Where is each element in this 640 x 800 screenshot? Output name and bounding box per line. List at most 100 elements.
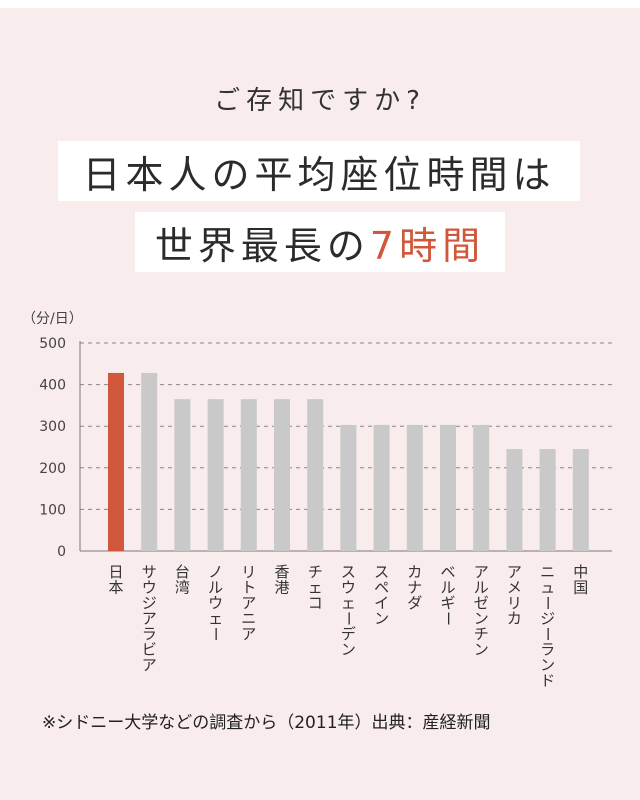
y-unit-label: （分/日） — [22, 311, 83, 327]
x-tick-label: カナダ — [407, 563, 422, 612]
bar — [473, 424, 490, 551]
bar — [440, 424, 456, 551]
x-tick-char: ー — [439, 611, 457, 626]
headline-line-2: 世界最長の 7時間 — [135, 212, 505, 272]
x-tick-char: コ — [308, 594, 323, 612]
x-tick-char: ル — [474, 579, 489, 597]
x-tick-char: ー — [539, 595, 557, 610]
x-tick-char: ラ — [540, 641, 555, 659]
x-tick-char: リ — [507, 594, 522, 612]
y-tick-label: 300 — [39, 419, 66, 435]
bar — [108, 372, 124, 551]
x-tick-char: ー — [339, 611, 357, 626]
x-tick-char: デ — [341, 625, 356, 643]
x-tick-char: ノ — [208, 563, 223, 581]
x-tick-char: ル — [208, 579, 223, 597]
x-tick-char: ジ — [142, 594, 157, 612]
x-tick-char: ー — [539, 626, 557, 641]
x-tick-char: 港 — [274, 579, 289, 597]
x-tick-label: 台湾 — [175, 563, 190, 597]
bar — [141, 372, 158, 551]
y-tick-label: 0 — [57, 544, 66, 560]
x-tick-char: ン — [474, 641, 489, 659]
bar — [406, 424, 423, 551]
x-tick-char: ウ — [208, 594, 223, 612]
x-tick-char: ウ — [142, 579, 157, 597]
x-tick-char: ェ — [308, 579, 323, 597]
y-tick-label: 200 — [39, 461, 66, 477]
x-tick-char: ジ — [540, 610, 555, 628]
x-tick-char: ン — [374, 610, 389, 628]
x-tick-char: ト — [241, 579, 256, 597]
bar — [373, 424, 390, 551]
x-tick-char: ナ — [407, 579, 422, 597]
x-tick-label: 日本 — [108, 563, 123, 597]
x-tick-char: ラ — [142, 625, 157, 643]
bar — [307, 399, 324, 551]
x-tick-char: ル — [440, 579, 455, 597]
bar — [207, 399, 224, 551]
x-tick-char: ニ — [540, 563, 555, 581]
x-tick-char: ダ — [407, 594, 422, 612]
x-tick-char: ェ — [341, 594, 356, 612]
x-tick-char: 本 — [108, 579, 123, 597]
x-tick-char: ン — [474, 610, 489, 628]
bar — [539, 449, 556, 551]
x-tick-char: ス — [374, 563, 389, 581]
x-tick-char: 台 — [175, 563, 190, 581]
bar — [340, 424, 357, 551]
headline-line-1: 日本人の平均座位時間は — [58, 141, 580, 201]
x-tick-char: ン — [540, 656, 555, 674]
x-tick-char: ア — [507, 563, 522, 581]
x-tick-char: 湾 — [175, 579, 190, 597]
bar — [274, 399, 290, 551]
x-tick-label: チェコ — [308, 563, 323, 612]
x-tick-char: ウ — [341, 579, 356, 597]
footnote: ※シドニー大学などの調査から（2011年）出典：産経新聞 — [42, 713, 491, 733]
x-tick-char: ン — [341, 641, 356, 659]
x-tick-char: ド — [540, 672, 555, 690]
x-tick-char: ペ — [374, 579, 389, 597]
x-tick-char: ビ — [142, 641, 157, 659]
bar — [174, 399, 191, 551]
x-tick-char: チ — [474, 625, 489, 643]
headline-prefix: 世界最長の — [154, 223, 370, 268]
x-tick-char: カ — [507, 610, 522, 628]
x-tick-char: ア — [241, 625, 256, 643]
x-tick-char: ベ — [440, 563, 455, 581]
x-tick-char: 国 — [573, 579, 588, 597]
bar — [572, 449, 589, 551]
x-tick-char: ェ — [208, 610, 223, 628]
x-tick-char: 日 — [108, 563, 123, 581]
bar — [506, 449, 523, 551]
x-tick-label: 香港 — [274, 563, 289, 597]
y-tick-label: 400 — [39, 378, 66, 394]
headline-highlight: 7時間 — [369, 223, 486, 268]
bar-chart: （分/日）0100200300400500日本サウジアラビア台湾ノルウェーリトア… — [22, 311, 612, 690]
x-tick-char: ア — [142, 656, 157, 674]
x-tick-char: 中 — [573, 563, 588, 581]
x-tick-char: メ — [507, 579, 522, 597]
x-tick-char: ギ — [440, 594, 455, 612]
x-tick-char: サ — [142, 563, 157, 581]
x-tick-char: 香 — [274, 563, 289, 581]
x-tick-char: リ — [241, 563, 256, 581]
x-tick-char: ー — [207, 626, 225, 641]
y-tick-label: 100 — [39, 502, 66, 518]
bar — [240, 399, 257, 551]
x-tick-char: チ — [308, 563, 323, 581]
x-tick-char: ス — [341, 563, 356, 581]
x-tick-char: ア — [142, 610, 157, 628]
x-tick-char: イ — [374, 594, 389, 612]
x-tick-char: ュ — [540, 579, 555, 597]
x-tick-label: 中国 — [573, 563, 588, 597]
